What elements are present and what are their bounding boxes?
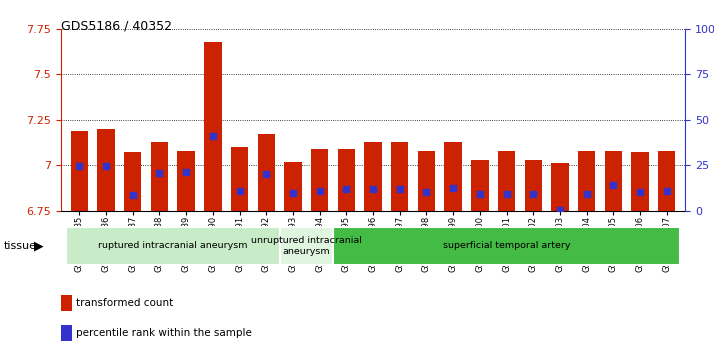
Bar bbox=[551, 163, 568, 211]
Text: percentile rank within the sample: percentile rank within the sample bbox=[76, 328, 252, 338]
Text: unruptured intracranial
aneurysm: unruptured intracranial aneurysm bbox=[251, 236, 362, 256]
Text: ruptured intracranial aneurysm: ruptured intracranial aneurysm bbox=[98, 241, 248, 250]
Text: transformed count: transformed count bbox=[76, 298, 174, 308]
Bar bbox=[284, 162, 301, 211]
Bar bbox=[391, 142, 408, 211]
Point bbox=[528, 191, 539, 197]
Point bbox=[608, 182, 619, 188]
Point bbox=[367, 186, 378, 192]
Point bbox=[448, 185, 459, 191]
Point bbox=[74, 163, 85, 168]
Bar bbox=[578, 151, 595, 211]
Point bbox=[101, 163, 112, 168]
Point bbox=[581, 191, 593, 197]
Bar bbox=[151, 142, 169, 211]
Bar bbox=[311, 149, 328, 211]
Bar bbox=[418, 151, 435, 211]
Bar bbox=[124, 152, 141, 211]
Bar bbox=[178, 151, 195, 211]
Point bbox=[234, 188, 246, 194]
FancyBboxPatch shape bbox=[280, 227, 333, 265]
Bar bbox=[61, 295, 72, 311]
Bar bbox=[498, 151, 516, 211]
Text: ▶: ▶ bbox=[34, 239, 44, 252]
Point bbox=[501, 191, 512, 197]
Bar bbox=[658, 151, 675, 211]
Point bbox=[634, 189, 645, 195]
FancyBboxPatch shape bbox=[333, 227, 680, 265]
Point bbox=[421, 189, 432, 195]
Bar bbox=[364, 142, 382, 211]
Bar bbox=[204, 42, 221, 211]
Point bbox=[261, 171, 272, 177]
Point bbox=[314, 188, 326, 194]
Bar bbox=[258, 134, 275, 211]
Point bbox=[474, 191, 486, 197]
Bar bbox=[338, 149, 355, 211]
Point bbox=[181, 170, 192, 175]
Text: superficial temporal artery: superficial temporal artery bbox=[443, 241, 570, 250]
Bar bbox=[97, 129, 115, 211]
Bar bbox=[471, 160, 488, 211]
Bar bbox=[525, 160, 542, 211]
Point bbox=[207, 132, 218, 138]
Point bbox=[341, 186, 352, 192]
FancyBboxPatch shape bbox=[66, 227, 280, 265]
Text: GDS5186 / 40352: GDS5186 / 40352 bbox=[61, 20, 171, 33]
Bar bbox=[445, 142, 462, 211]
Point bbox=[661, 188, 673, 194]
Bar bbox=[605, 151, 622, 211]
Bar bbox=[71, 131, 88, 211]
Point bbox=[554, 207, 565, 212]
Bar bbox=[231, 147, 248, 211]
Point bbox=[394, 186, 406, 192]
Point bbox=[287, 190, 298, 196]
Point bbox=[154, 170, 165, 176]
Point bbox=[127, 192, 139, 198]
Bar bbox=[631, 152, 649, 211]
Bar bbox=[61, 325, 72, 341]
Text: tissue: tissue bbox=[4, 241, 36, 251]
